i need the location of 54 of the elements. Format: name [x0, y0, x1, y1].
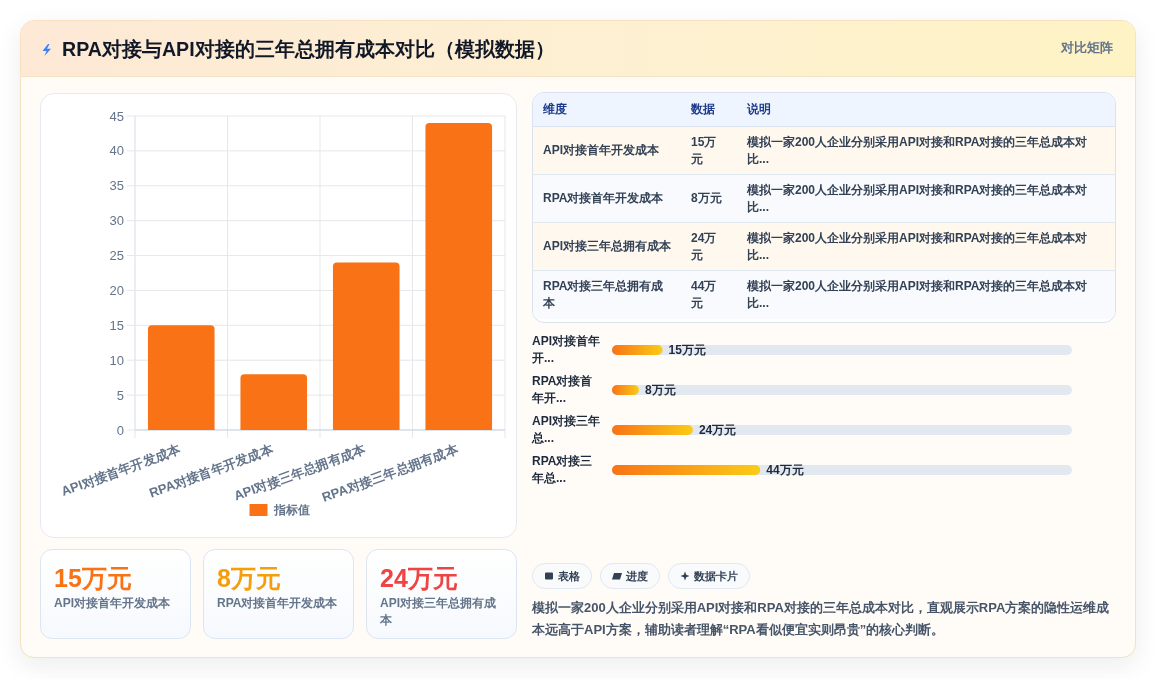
- y-tick-label: 0: [116, 422, 124, 438]
- category-label: RPA对接首年开发成本: [217, 595, 339, 612]
- category-label: API对接首年开发成本: [54, 595, 171, 612]
- text: 模拟一家200人企业分别采用API对接和RPA对接的三年总成本对比...: [747, 278, 1088, 310]
- text: 模拟一家200人企业分别采用API对接和RPA对接的三年总成本对比...: [747, 182, 1088, 214]
- bar: [332, 262, 400, 430]
- category-label: 数据: [681, 93, 737, 127]
- y-tick-label: 10: [109, 352, 124, 368]
- text: RPA对接与API对接的三年总拥有成本对比（模拟数据）: [62, 37, 555, 62]
- text: 15万元: [691, 134, 717, 166]
- bar: [147, 325, 215, 430]
- bar: [240, 374, 308, 430]
- text: 模拟一家200人企业分别采用API对接和RPA对接的三年总成本对比，直观展示RPA方案的隐性运维成本远高于API方案，辅助读者理解“RPA看似便宜实则昂贵”的核心判断。: [532, 599, 1111, 639]
- legend-label: 指标值: [272, 503, 310, 517]
- text: 模拟一家200人企业分别采用API对接和RPA对接的三年总成本对比...: [747, 230, 1088, 262]
- data-label: 44万元: [766, 462, 804, 478]
- y-tick-label: 25: [109, 248, 124, 264]
- bar: [612, 425, 693, 435]
- text: 24万元: [691, 230, 717, 262]
- data-label: 24万元: [698, 422, 737, 438]
- bar: [612, 385, 639, 395]
- text: 数据卡片: [694, 568, 738, 584]
- category-label: 说明: [737, 93, 1115, 127]
- text: 8万元: [691, 191, 722, 205]
- bar: [425, 122, 493, 430]
- text: 表格: [558, 568, 580, 584]
- category-label: API对接首年开发成本: [543, 143, 660, 157]
- text: 15万元: [54, 564, 132, 592]
- y-tick-label: 45: [109, 108, 124, 124]
- text: 44万元: [691, 278, 717, 310]
- y-tick-label: API对接首年开...: [532, 333, 601, 367]
- text: 对比矩阵: [1061, 39, 1113, 57]
- y-tick-label: 15: [109, 317, 124, 333]
- bar: [612, 465, 761, 475]
- text: 模拟一家200人企业分别采用API对接和RPA对接的三年总成本对比...: [747, 134, 1088, 166]
- text: 24万元: [380, 564, 458, 592]
- category-label: RPA对接三年总拥有成本: [543, 278, 664, 310]
- category-label: API对接三年总拥有成本: [380, 595, 497, 629]
- y-tick-label: RPA对接首年开...: [532, 373, 594, 407]
- category-label: 维度: [533, 93, 681, 127]
- text: 8万元: [217, 564, 281, 592]
- text: 进度: [626, 568, 648, 584]
- y-tick-label: 30: [109, 213, 124, 229]
- data-label: 8万元: [644, 382, 676, 398]
- data-label: 15万元: [668, 342, 706, 358]
- category-label: RPA对接首年开发成本: [543, 191, 664, 205]
- bar: [612, 345, 663, 355]
- y-tick-label: 35: [109, 178, 124, 194]
- y-tick-label: API对接三年总...: [532, 413, 601, 447]
- y-tick-label: 40: [109, 143, 124, 159]
- y-tick-label: 20: [109, 282, 124, 298]
- category-label: API对接三年总拥有成本: [543, 239, 672, 253]
- y-tick-label: RPA对接三年总...: [532, 453, 594, 487]
- y-tick-label: 5: [116, 387, 124, 403]
